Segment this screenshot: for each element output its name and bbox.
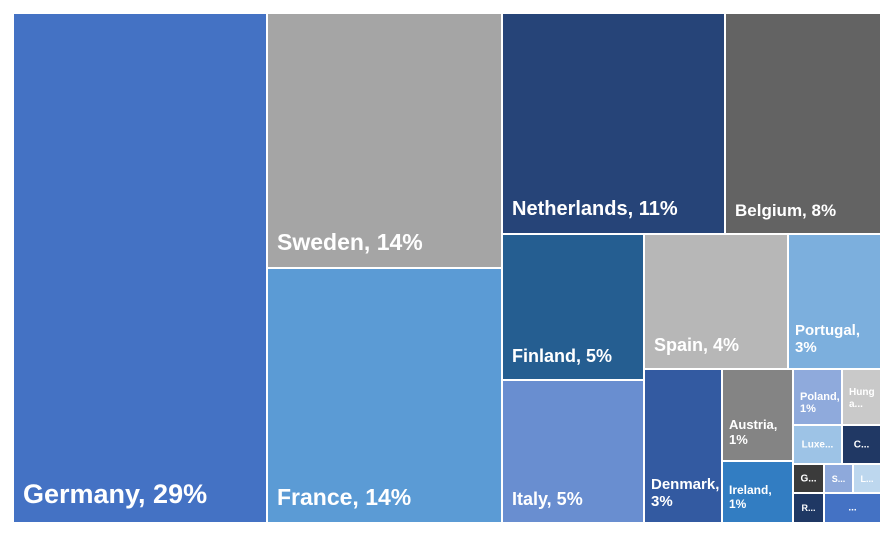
treemap-label: L...: [860, 473, 874, 484]
treemap-tile-s: S...: [823, 463, 854, 494]
treemap-tile-l: L...: [852, 463, 882, 494]
treemap-tile-finland: Finland, 5%: [501, 233, 645, 381]
treemap-label: Spain, 4%: [654, 335, 740, 356]
treemap-label: R...: [801, 502, 816, 513]
treemap-tile-france: France, 14%: [266, 267, 503, 524]
treemap-label: S...: [831, 473, 846, 484]
treemap-label: C...: [853, 438, 870, 450]
treemap-label: Poland, 1%: [800, 390, 840, 416]
treemap-tile-denmark: Denmark, 3%: [643, 368, 723, 524]
treemap-label: Luxe...: [801, 438, 834, 450]
treemap-tile-luxembourg: Luxe...: [792, 424, 843, 465]
treemap-tile-germany: Germany, 29%: [12, 12, 268, 524]
treemap-label: Portugal, 3%: [795, 321, 861, 356]
treemap-tile-g: G...: [792, 463, 825, 494]
treemap-label: Germany, 29%: [23, 478, 208, 509]
treemap-label: Sweden, 14%: [277, 228, 423, 255]
treemap-tile-c: C...: [841, 424, 882, 465]
treemap-tile-unlabeled: ...: [823, 492, 882, 524]
treemap-label: G...: [800, 472, 817, 484]
treemap-tile-spain: Spain, 4%: [643, 233, 789, 370]
treemap-tile-portugal: Portugal, 3%: [787, 233, 882, 370]
treemap-label: Ireland, 1%: [729, 483, 772, 512]
treemap-label: Belgium, 8%: [735, 201, 837, 221]
treemap-tile-italy: Italy, 5%: [501, 379, 645, 524]
treemap-tile-hungary: Hunga...: [841, 368, 882, 426]
treemap-label: Denmark, 3%: [651, 475, 720, 510]
treemap-label: Netherlands, 11%: [512, 198, 678, 220]
treemap-tile-r: R...: [792, 492, 825, 524]
treemap-label: France, 14%: [277, 483, 412, 510]
treemap-label: Italy, 5%: [512, 489, 583, 510]
treemap-label: Austria, 1%: [729, 417, 778, 448]
treemap-tile-sweden: Sweden, 14%: [266, 12, 503, 269]
treemap-label: Hunga...: [849, 387, 875, 410]
treemap-label: ...: [848, 502, 857, 514]
treemap-tile-ireland: Ireland, 1%: [721, 460, 794, 524]
treemap-tile-belgium: Belgium, 8%: [724, 12, 882, 235]
treemap-tile-netherlands: Netherlands, 11%: [501, 12, 726, 235]
treemap-tile-austria: Austria, 1%: [721, 368, 794, 462]
treemap-tile-poland: Poland, 1%: [792, 368, 843, 426]
treemap-label: Finland, 5%: [512, 346, 613, 367]
